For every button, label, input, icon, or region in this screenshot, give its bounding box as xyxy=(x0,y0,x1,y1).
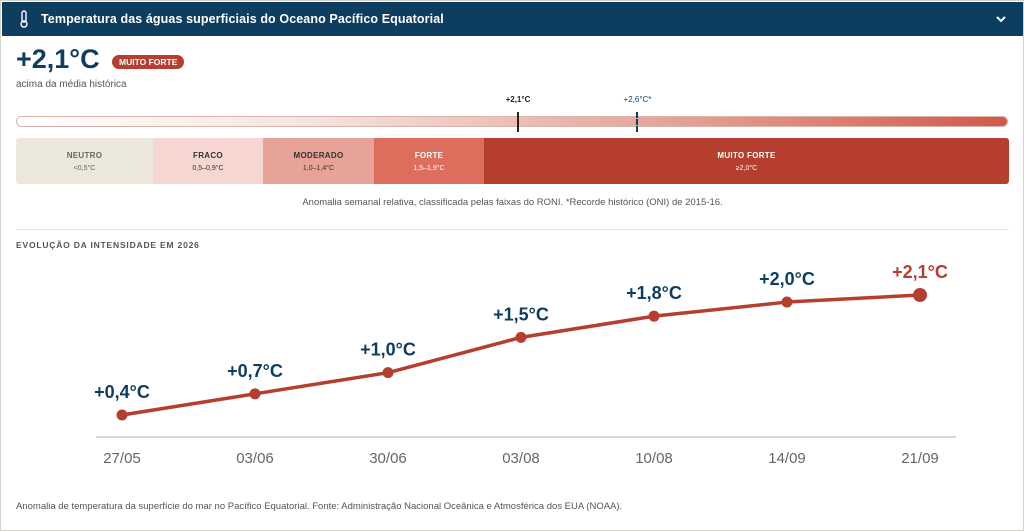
current-marker-label: +2,1°C xyxy=(505,95,531,104)
band-forte: FORTE 1,5–1,9°C xyxy=(374,138,484,184)
current-anomaly-subtitle: acima da média histórica xyxy=(16,79,127,90)
band-fraco: FRACO 0,5–0,9°C xyxy=(153,138,263,184)
intensity-gradient-bar xyxy=(16,116,1008,127)
band-range: 1,5–1,9°C xyxy=(413,164,445,172)
data-label: +1,0°C xyxy=(360,340,416,360)
record-marker xyxy=(636,112,639,132)
band-name: MUITO FORTE xyxy=(717,150,776,160)
header-bar[interactable]: Temperatura das águas superficiais do Oc… xyxy=(2,2,1023,36)
status-badge: MUITO FORTE xyxy=(112,55,185,69)
data-point xyxy=(648,310,660,322)
current-anomaly-value: +2,1°C xyxy=(16,44,100,74)
data-point xyxy=(382,367,394,379)
data-point xyxy=(515,331,527,343)
band-name: FORTE xyxy=(414,150,444,160)
band-range: <0,5°C xyxy=(73,164,96,172)
x-tick-label: 30/06 xyxy=(369,450,407,467)
chevron-down-icon[interactable] xyxy=(995,14,1007,24)
data-label: +0,7°C xyxy=(227,361,283,381)
x-tick-label: 10/08 xyxy=(635,450,673,467)
band-range: ≥2,0°C xyxy=(735,164,758,172)
data-point xyxy=(913,288,927,302)
data-point xyxy=(249,388,261,400)
source-footer: Anomalia de temperatura da superfície do… xyxy=(16,501,623,512)
x-tick-label: 21/09 xyxy=(901,450,939,467)
x-tick-label: 03/06 xyxy=(236,450,274,467)
data-label: +0,4°C xyxy=(94,382,150,402)
x-tick-label: 03/08 xyxy=(502,450,540,467)
band-name: FRACO xyxy=(193,150,223,160)
intensity-line-chart: +0,4°C 27/05 +0,7°C 03/06 +1,0°C 30/06 +1,5°C 0… xyxy=(94,262,956,467)
band-muito-forte: MUITO FORTE ≥2,0°C xyxy=(484,138,1009,184)
band-name: MODERADO xyxy=(293,150,344,160)
record-marker-label: +2,6°C* xyxy=(623,95,652,104)
section-title: EVOLUÇÃO DA INTENSIDADE EM 2026 xyxy=(16,240,200,250)
band-neutro: NEUTRO <0,5°C xyxy=(16,138,153,184)
data-label: +2,0°C xyxy=(759,269,815,289)
divider xyxy=(16,229,1009,230)
band-moderado: MODERADO 1,0–1,4°C xyxy=(263,138,374,184)
x-tick-label: 14/09 xyxy=(768,450,806,467)
scale-caption: Anomalia semanal relativa, classificada … xyxy=(302,197,723,208)
data-point xyxy=(781,296,793,308)
data-point xyxy=(116,409,128,421)
band-name: NEUTRO xyxy=(66,150,103,160)
band-range: 1,0–1,4°C xyxy=(302,164,335,172)
data-label: +1,5°C xyxy=(493,304,549,324)
x-tick-label: 27/05 xyxy=(103,450,141,467)
header-title: Temperatura das águas superficiais do Oc… xyxy=(41,12,444,26)
data-label: +1,8°C xyxy=(626,283,682,303)
thermometer-icon xyxy=(20,10,28,28)
band-range: 0,5–0,9°C xyxy=(192,164,224,172)
intensity-bands: NEUTRO <0,5°C FRACO 0,5–0,9°C MODERADO 1… xyxy=(16,138,1009,184)
current-marker xyxy=(516,112,519,132)
data-label: +2,1°C xyxy=(892,262,948,282)
